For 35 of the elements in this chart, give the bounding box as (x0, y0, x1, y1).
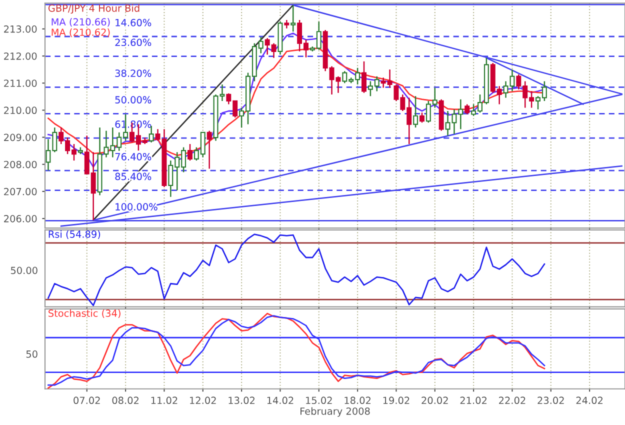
y-tick-label: 212.00 (4, 52, 37, 60)
x-axis-title: February 2008 (300, 407, 370, 417)
x-tick-label: 18.02 (344, 396, 370, 404)
annotation: 76.40% (115, 153, 152, 160)
chart-title: Stochastic (34) (48, 309, 120, 318)
y-tick-label: 210.00 (4, 106, 37, 114)
x-tick-label: 21.02 (460, 396, 486, 404)
chart-title: Rsi (54.89) (48, 230, 100, 239)
text: MA (210.62) (52, 28, 110, 38)
annotation: 50.00% (115, 96, 152, 104)
x-tick-label: 11.02 (151, 396, 178, 404)
x-tick-label: 15.02 (306, 396, 332, 404)
chart-title: GBP/JPY 4 Hour Bid (48, 4, 140, 14)
x-tick-label: 24.02 (576, 396, 602, 404)
y-tick-label: 209.00 (4, 134, 37, 142)
y-tick-label: 207.00 (4, 188, 37, 196)
text: 50.00 (10, 266, 38, 274)
x-tick-label: 20.02 (422, 396, 448, 404)
y-tick-label: 211.00 (4, 80, 37, 87)
y-tick-label: 206.00 (4, 215, 37, 222)
x-tick-label: 08.02 (112, 396, 138, 404)
annotation: 23.60% (115, 38, 152, 46)
text: 50 (26, 350, 38, 358)
x-tick-label: 12.02 (190, 396, 216, 404)
x-tick-label: 23.02 (538, 396, 564, 404)
annotation: 14.60% (116, 18, 152, 26)
text: MA (210.66) (52, 18, 110, 27)
x-tick-label: 07.02 (74, 396, 100, 404)
y-tick-label: 213.00 (4, 25, 37, 33)
x-tick-label: 19.02 (383, 396, 410, 404)
x-tick-label: 22.02 (499, 396, 526, 404)
y-tick-label: 208.00 (4, 160, 37, 168)
x-tick-label: 13.02 (228, 396, 254, 404)
x-tick-label: 14.02 (267, 396, 294, 404)
annotation: 38.20% (115, 70, 152, 77)
